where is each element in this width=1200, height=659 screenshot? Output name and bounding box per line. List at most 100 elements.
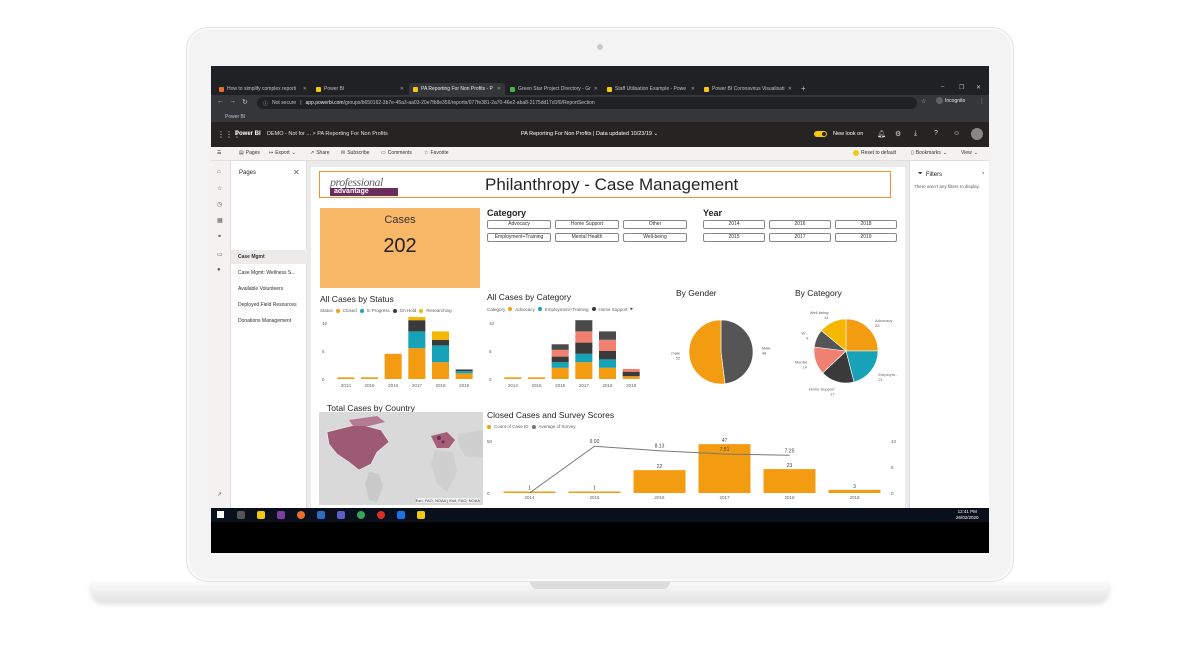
breadcrumb[interactable]: DEMO - Not for ... > PA Reporting For No… <box>267 131 388 137</box>
category-slicer-button[interactable]: Employment+Training <box>487 233 551 242</box>
workspaces-icon[interactable]: ▭ <box>217 252 223 258</box>
teams-icon[interactable] <box>337 511 345 519</box>
forward-icon[interactable]: → <box>229 98 236 105</box>
logo-bottom-text: advantage <box>330 188 398 196</box>
bell-icon[interactable]: 🔔︎ <box>877 131 886 138</box>
page-item-case-mgmt[interactable]: Case Mgmt <box>231 250 307 264</box>
new-tab-button[interactable]: + <box>801 84 806 93</box>
incognito-badge[interactable]: Incognito <box>936 97 965 104</box>
onenote-icon[interactable] <box>277 511 285 519</box>
recent-icon[interactable]: ◷ <box>217 202 223 208</box>
view-button[interactable]: View ⌄ <box>961 150 978 156</box>
close-tab-icon[interactable]: ✕ <box>593 86 598 92</box>
close-tab-icon[interactable]: ✕ <box>399 86 404 92</box>
url-input[interactable]: ⓘ Not secure | app.powerbi.com/groups/b6… <box>257 97 917 109</box>
report-header-title[interactable]: PA Reporting For Non Profits | Data upda… <box>521 131 659 137</box>
powerbi-taskbar-icon[interactable] <box>417 511 425 519</box>
subscribe-button[interactable]: ✉ Subscribe <box>341 150 370 156</box>
firefox-icon[interactable] <box>297 511 305 519</box>
close-tab-icon[interactable]: ✕ <box>496 86 501 92</box>
browser-tab[interactable]: How to simplify complex reporti ✕ <box>215 83 311 95</box>
menu-icon[interactable]: ⋮ <box>979 99 985 105</box>
pages-button[interactable]: ▤ Pages <box>239 150 260 156</box>
outlook-icon[interactable] <box>317 511 325 519</box>
home-icon[interactable]: ⌂ <box>217 169 221 175</box>
browser-tab[interactable]: Power BI Coronavirus Visualisati ✕ <box>700 83 796 95</box>
tab-label: Green Star Project Directory - Gr <box>518 86 591 92</box>
page-item-donations[interactable]: Donations Management <box>238 318 292 324</box>
bar-segment <box>431 339 450 346</box>
browser-tab-active[interactable]: PA Reporting For Non Profits - P ✕ <box>409 83 505 95</box>
year-slicer-button[interactable]: 2017 <box>769 233 831 242</box>
reset-button[interactable]: Reset to default <box>853 150 896 156</box>
apps-icon[interactable]: ▦ <box>217 218 223 224</box>
feedback-icon[interactable]: ☺ <box>953 130 961 137</box>
category-chart[interactable]: 10 5 0 2014 2015 2016 2017 2018 2019 <box>487 317 647 392</box>
minimize-icon[interactable]: – <box>941 84 945 90</box>
file-explorer-icon[interactable] <box>257 511 265 519</box>
shared-icon[interactable]: ⚭ <box>217 234 223 240</box>
year-slicer-button[interactable]: 2016 <box>769 220 831 229</box>
browser-tab[interactable]: Staff Utilisation Example - Powe ✕ <box>603 83 699 95</box>
menu-toggle-icon[interactable]: ☰ <box>217 150 222 156</box>
favorites-icon[interactable]: ☆ <box>217 186 223 192</box>
tab-favicon-icon <box>510 86 515 92</box>
download-icon[interactable]: ⤓ <box>914 130 918 137</box>
category-slicer-button[interactable]: Home Support <box>555 220 619 229</box>
close-tab-icon[interactable]: ✕ <box>690 86 695 92</box>
share-button[interactable]: ↗ Share <box>310 150 330 156</box>
app-launcher-icon[interactable]: ⋮⋮⋮ <box>217 130 241 139</box>
page-item-wellness[interactable]: Case Mgmt: Wellness S... <box>238 270 296 276</box>
bookmarks-button[interactable]: ▯ Bookmarks ⌄ <box>911 150 947 156</box>
category-slicer-button[interactable]: Advocacy <box>487 220 551 229</box>
gear-icon[interactable]: ⚙ <box>895 131 902 138</box>
cases-card-label: Cases <box>384 214 416 226</box>
status-chart[interactable]: 10 5 0 2014 2015 2016 2017 2018 2019 <box>320 317 480 392</box>
task-view-icon[interactable] <box>237 511 245 519</box>
chevron-right-icon[interactable]: › <box>982 170 985 177</box>
new-look-toggle[interactable] <box>814 131 827 137</box>
star-icon[interactable]: ☆ <box>921 99 927 105</box>
category-slicer-button[interactable]: Well-being <box>623 233 687 242</box>
workspace-avatar-icon[interactable]: ● <box>217 267 221 273</box>
bar-segment <box>384 353 402 379</box>
year-slicer-button[interactable]: 2015 <box>703 233 765 242</box>
app-icon[interactable] <box>377 511 385 519</box>
reload-icon[interactable]: ↻ <box>242 99 248 106</box>
line-data-label: 9.00 <box>590 439 600 445</box>
star-icon: ☆ <box>424 150 429 156</box>
chrome-icon[interactable] <box>357 511 365 519</box>
cases-map[interactable]: Esri, FAO, NOAA | Esri, FAO, NOAA <box>319 412 483 505</box>
maximize-icon[interactable]: ❐ <box>959 85 965 91</box>
pie-slice <box>820 318 847 352</box>
close-tab-icon[interactable]: ✕ <box>302 86 307 92</box>
close-tab-icon[interactable]: ✕ <box>787 86 792 92</box>
survey-combo-chart[interactable]: 5001050120141201522201647201723201832019… <box>487 433 899 507</box>
bar-segment <box>598 331 617 340</box>
windows-start-icon[interactable] <box>217 511 224 518</box>
expand-icon[interactable]: ↗ <box>217 492 223 498</box>
help-icon[interactable]: ? <box>934 130 938 137</box>
cases-card[interactable]: Cases 202 <box>320 208 480 288</box>
year-slicer-button[interactable]: 2019 <box>835 233 897 242</box>
comments-button[interactable]: ▭ Comments <box>381 150 412 156</box>
browser-tab[interactable]: Power BI ✕ <box>312 83 408 95</box>
app-icon[interactable] <box>397 511 405 519</box>
category-pie-chart[interactable]: Advocacy 25 Employm... 21 Home Support 17 Ment… <box>791 303 901 399</box>
close-icon[interactable]: ✕ <box>293 168 300 177</box>
page-item-volunteers[interactable]: Available Volunteers <box>238 286 284 292</box>
powerbi-brand[interactable]: Power BI <box>235 131 261 137</box>
export-button[interactable]: ↦ Export ⌄ <box>269 150 296 156</box>
close-window-icon[interactable]: ✕ <box>976 85 982 91</box>
category-slicer-button[interactable]: Other <box>623 220 687 229</box>
browser-tab[interactable]: Green Star Project Directory - Gr ✕ <box>506 83 602 95</box>
category-slicer-button[interactable]: Mental Health <box>555 233 619 242</box>
avatar[interactable] <box>971 128 983 140</box>
favorite-button[interactable]: ☆ Favorite <box>424 150 449 156</box>
page-item-field-resources[interactable]: Deployed Field Resources <box>238 302 297 308</box>
year-slicer-button[interactable]: 2018 <box>835 220 897 229</box>
bookmark-item[interactable]: Power BI <box>225 113 246 120</box>
back-icon[interactable]: ← <box>217 98 224 105</box>
year-slicer-button[interactable]: 2014 <box>703 220 765 229</box>
